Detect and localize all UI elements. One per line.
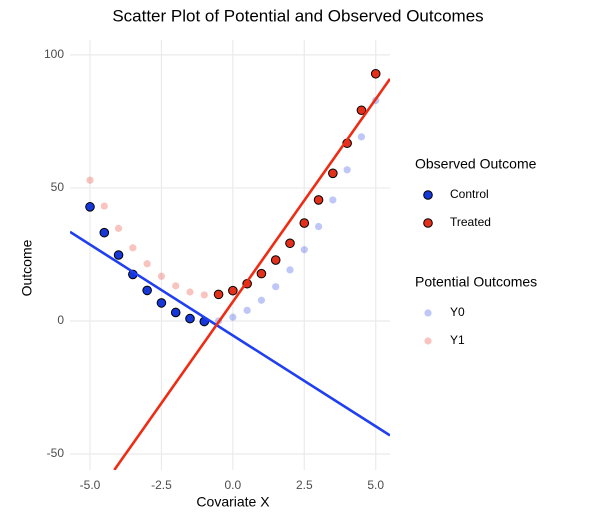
legend-label: Y1: [450, 333, 465, 347]
potential-point: [243, 306, 251, 314]
observed-point: [142, 285, 152, 296]
potential-point: [272, 283, 280, 291]
observed-point: [85, 202, 95, 212]
observed-point: [299, 218, 310, 228]
x-axis-label: Covariate X: [196, 494, 270, 510]
potential-point: [86, 176, 94, 184]
observed-point: [370, 68, 381, 79]
potential-point: [114, 224, 123, 232]
legend-key: [423, 190, 433, 200]
regression-line: [113, 78, 390, 470]
x-tick-label: -2.5: [151, 478, 172, 492]
potential-point: [343, 166, 351, 174]
potential-point: [357, 133, 366, 141]
potential-point: [229, 313, 237, 321]
observed-point: [328, 168, 338, 179]
legend-label: Y0: [450, 305, 465, 319]
x-tick-label: -5.0: [80, 478, 101, 492]
y-tick-label: 50: [51, 180, 65, 194]
observed-point: [285, 238, 295, 249]
observed-point: [156, 298, 167, 308]
legend-key: [424, 309, 432, 317]
legend-key: [423, 218, 433, 228]
potential-point: [200, 291, 208, 299]
observed-point: [113, 250, 124, 260]
legend-label: Treated: [450, 215, 491, 229]
observed-point: [228, 285, 238, 296]
plot-area: [70, 68, 390, 470]
regression-line: [70, 230, 390, 437]
observed-point: [185, 313, 195, 324]
potential-point: [314, 222, 323, 231]
potential-point: [257, 296, 266, 304]
potential-point: [143, 260, 151, 268]
potential-point: [186, 288, 194, 296]
legend-key: [424, 337, 432, 345]
potential-point: [157, 272, 166, 280]
potential-point: [172, 282, 180, 290]
observed-point: [170, 307, 181, 318]
chart-title: Scatter Plot of Potential and Observed O…: [112, 6, 483, 25]
observed-point: [99, 227, 110, 238]
observed-point: [213, 289, 224, 300]
potential-point: [329, 196, 337, 204]
observed-point: [256, 268, 267, 279]
x-tick-label: 0.0: [225, 478, 242, 492]
x-tick-label: 5.0: [367, 478, 384, 492]
potential-point: [100, 202, 108, 210]
potential-point: [286, 266, 294, 274]
y-axis-label: Outcome: [19, 239, 35, 296]
observed-point: [356, 105, 367, 116]
legend-title: Potential Outcomes: [415, 274, 537, 290]
observed-point: [270, 255, 281, 265]
legend-title: Observed Outcome: [415, 156, 537, 172]
legend-label: Control: [450, 187, 489, 201]
potential-point: [300, 246, 308, 254]
y-tick-label: 100: [44, 47, 64, 61]
y-tick-label: 0: [57, 313, 64, 327]
potential-point: [129, 244, 137, 252]
y-tick-label: -50: [47, 446, 65, 460]
observed-point: [313, 195, 324, 205]
x-tick-label: 2.5: [296, 478, 313, 492]
